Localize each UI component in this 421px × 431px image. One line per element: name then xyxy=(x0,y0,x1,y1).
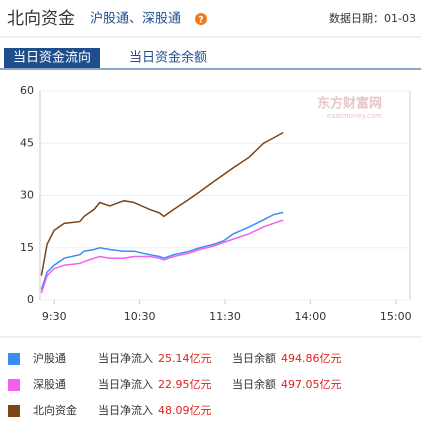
y-tick-label: 15 xyxy=(20,241,34,254)
legend-swatch xyxy=(8,353,20,365)
tab[interactable]: 当日资金流向 xyxy=(13,50,91,66)
y-tick-label: 0 xyxy=(27,293,34,306)
inflow-value: 48.09亿元 xyxy=(158,404,212,417)
tab[interactable]: 当日资金余额 xyxy=(129,50,207,66)
inflow-label: 当日净流入 xyxy=(98,377,153,391)
series-line xyxy=(40,219,284,294)
legend-name: 深股通 xyxy=(33,378,66,391)
watermark-sub: eastmoney.com xyxy=(327,112,382,120)
subtitle[interactable]: 沪股通、深股通 xyxy=(90,11,181,27)
inflow-value: 25.14亿元 xyxy=(158,352,212,365)
y-tick-label: 30 xyxy=(20,189,34,202)
balance-value: 494.86亿元 xyxy=(281,352,342,365)
legend-name: 沪股通 xyxy=(33,351,66,365)
inflow-value: 22.95亿元 xyxy=(158,378,212,391)
title: 北向资金 xyxy=(7,9,75,29)
x-tick-label: 15:00 xyxy=(380,310,412,323)
help-icon[interactable] xyxy=(195,13,207,25)
watermark: 东方财富网 xyxy=(317,96,382,112)
x-tick-label: 11:30 xyxy=(209,310,241,323)
help-mark: ? xyxy=(198,16,203,26)
inflow-label: 当日净流入 xyxy=(98,403,153,417)
date: 数据日期：01-03 xyxy=(329,11,416,25)
legend-swatch xyxy=(8,405,20,417)
y-tick-label: 45 xyxy=(20,136,34,149)
inflow-label: 当日净流入 xyxy=(98,351,153,365)
x-tick-label: 10:30 xyxy=(124,310,156,323)
balance-label: 当日余额 xyxy=(232,377,276,391)
series-line xyxy=(40,211,284,290)
legend-name: 北向资金 xyxy=(33,403,77,417)
x-tick-label: 14:00 xyxy=(295,310,327,323)
series-line xyxy=(40,131,284,276)
legend-swatch xyxy=(8,379,20,391)
balance-label: 当日余额 xyxy=(232,351,276,365)
tab-active[interactable] xyxy=(4,48,100,68)
y-tick-label: 60 xyxy=(20,84,34,97)
x-tick-label: 9:30 xyxy=(42,310,67,323)
balance-value: 497.05亿元 xyxy=(281,378,342,391)
